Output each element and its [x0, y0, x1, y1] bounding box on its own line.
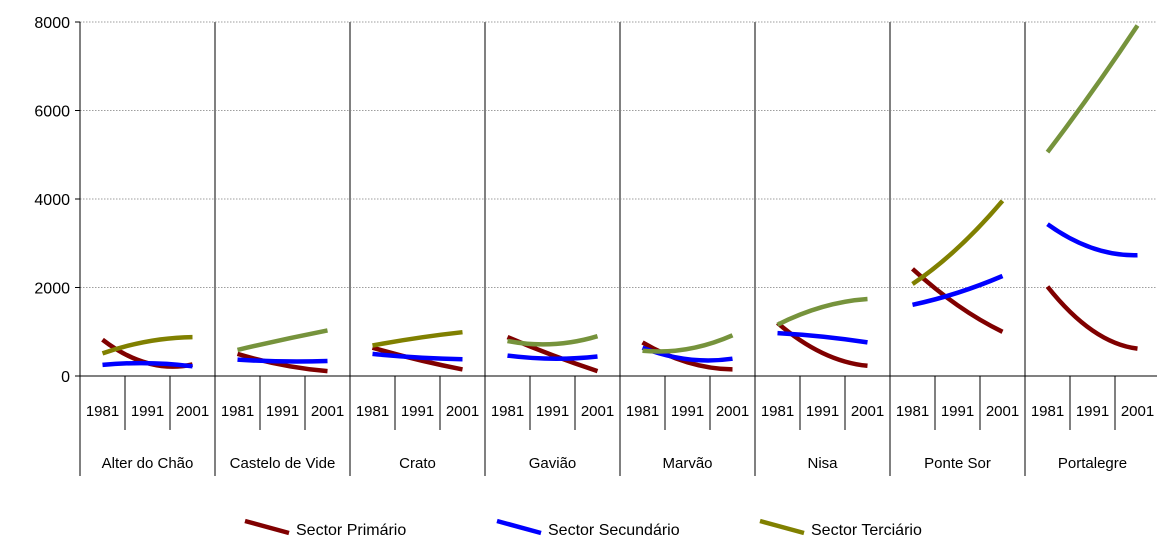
series-line-2	[912, 273, 1004, 308]
x-year-label: 1991	[806, 403, 839, 420]
y-tick-label: 4000	[34, 192, 70, 209]
x-year-label: 1991	[401, 403, 434, 420]
x-year-label: 1981	[626, 403, 659, 420]
series-line-2	[507, 353, 598, 361]
y-tick-labels: 0 2000 4000 6000 8000	[34, 15, 80, 386]
x-group-label: Marvão	[662, 455, 712, 472]
x-year-label: 2001	[986, 403, 1019, 420]
y-tick-label: 0	[61, 369, 70, 386]
series-line-2	[1046, 222, 1138, 258]
x-group-label: Portalegre	[1058, 455, 1127, 472]
x-year-label: 1991	[266, 403, 299, 420]
x-year-label: 2001	[446, 403, 479, 420]
legend-swatch-2	[496, 518, 542, 536]
gridlines	[80, 21, 1157, 288]
series-line-3	[642, 333, 734, 354]
x-year-label: 1981	[356, 403, 389, 420]
x-group-label: Nisa	[807, 455, 838, 472]
y-tick-label: 8000	[34, 15, 70, 32]
group-dividers	[214, 22, 1026, 376]
x-group-label: Crato	[399, 455, 436, 472]
series-line-3	[911, 199, 1005, 286]
x-year-label: 2001	[716, 403, 749, 420]
x-year-label: 1981	[221, 403, 254, 420]
series-line-1	[641, 340, 733, 372]
x-year-label: 1991	[1076, 403, 1109, 420]
x-year-label: 2001	[311, 403, 344, 420]
legend-label: Sector Terciário	[811, 522, 922, 539]
x-group-label: Castelo de Vide	[230, 455, 336, 472]
legend-swatch-3	[759, 518, 805, 536]
y-tick-label: 2000	[34, 281, 70, 298]
x-year-label: 1991	[941, 403, 974, 420]
series-line-3	[507, 334, 599, 347]
series-lines	[101, 24, 1140, 374]
x-year-label: 1981	[491, 403, 524, 420]
series-line-1	[236, 351, 328, 374]
series-line-2	[237, 357, 328, 364]
legend-swatch-1	[244, 518, 290, 536]
series-line-2	[372, 351, 463, 362]
x-year-label: 2001	[176, 403, 209, 420]
legend: Sector Primário Sector Secundário Sector T…	[244, 518, 922, 539]
x-year-label: 1991	[536, 403, 569, 420]
series-line-3	[1045, 24, 1140, 154]
series-line-3	[776, 296, 868, 327]
x-year-label: 2001	[851, 403, 884, 420]
x-group-label: Alter do Chão	[102, 455, 194, 472]
x-group-label: Ponte Sor	[924, 455, 991, 472]
x-year-label: 1981	[896, 403, 929, 420]
x-year-label: 1991	[671, 403, 704, 420]
legend-label: Sector Secundário	[548, 522, 680, 539]
series-line-2	[777, 330, 868, 345]
series-line-2	[102, 360, 193, 369]
x-year-label: 1981	[761, 403, 794, 420]
legend-label: Sector Primário	[296, 522, 406, 539]
x-category-axis: 1981 1991 2001 Alter do Chão 1981 1991 2001 Cas…	[79, 376, 1154, 476]
series-line-1	[776, 321, 868, 369]
x-year-label: 2001	[1121, 403, 1154, 420]
series-line-1	[1045, 285, 1138, 351]
x-group-label: Gavião	[529, 455, 577, 472]
series-line-3	[372, 329, 463, 348]
x-year-label: 1981	[86, 403, 119, 420]
series-line-3	[236, 328, 328, 353]
x-year-label: 1991	[131, 403, 164, 420]
y-tick-label: 6000	[34, 104, 70, 121]
x-year-label: 2001	[581, 403, 614, 420]
x-year-label: 1981	[1031, 403, 1064, 420]
series-line-3	[101, 334, 193, 356]
